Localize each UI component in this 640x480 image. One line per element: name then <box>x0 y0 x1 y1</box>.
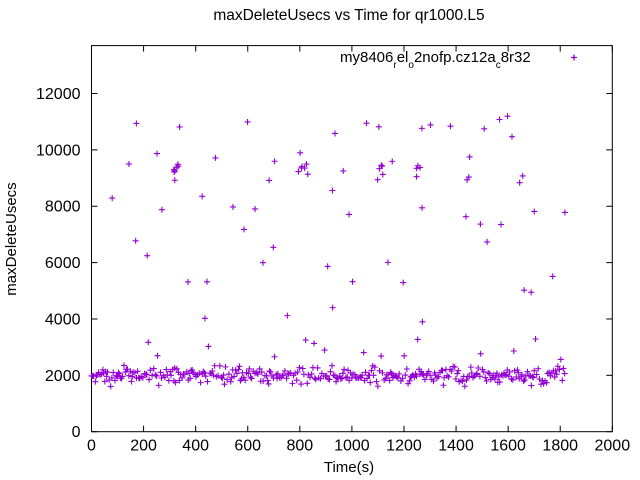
svg-text:0: 0 <box>72 424 81 441</box>
svg-text:Time(s): Time(s) <box>324 459 374 476</box>
svg-text:1200: 1200 <box>386 438 422 455</box>
svg-text:6000: 6000 <box>45 255 81 272</box>
svg-text:0: 0 <box>87 438 96 455</box>
svg-text:10000: 10000 <box>36 142 81 159</box>
svg-text:2000: 2000 <box>45 368 81 385</box>
svg-text:12000: 12000 <box>36 86 81 103</box>
svg-text:maxDeleteUsecs: maxDeleteUsecs <box>3 182 20 295</box>
svg-text:1800: 1800 <box>542 438 578 455</box>
svg-text:800: 800 <box>286 438 313 455</box>
svg-text:400: 400 <box>182 438 209 455</box>
svg-text:8000: 8000 <box>45 199 81 216</box>
svg-text:600: 600 <box>234 438 261 455</box>
svg-text:1400: 1400 <box>438 438 474 455</box>
svg-text:200: 200 <box>130 438 157 455</box>
svg-text:1600: 1600 <box>490 438 526 455</box>
svg-text:1000: 1000 <box>334 438 370 455</box>
svg-text:2000: 2000 <box>595 438 631 455</box>
svg-text:maxDeleteUsecs vs Time for qr1: maxDeleteUsecs vs Time for qr1000.L5 <box>213 7 484 24</box>
svg-text:4000: 4000 <box>45 311 81 328</box>
